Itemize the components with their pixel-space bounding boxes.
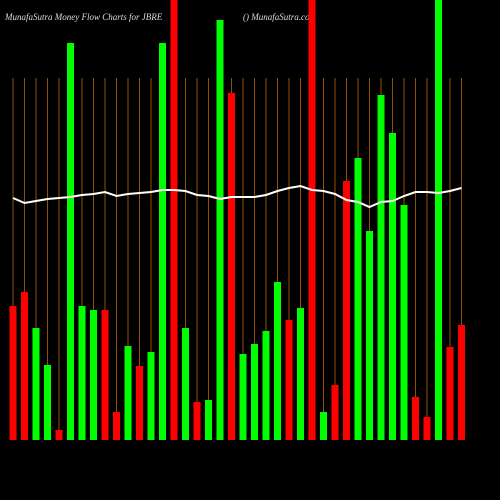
- bar: [239, 354, 247, 440]
- bar: [9, 306, 17, 440]
- bar: [389, 133, 396, 440]
- bar: [446, 347, 454, 440]
- bar: [366, 231, 373, 440]
- bar: [400, 205, 408, 440]
- bar: [101, 310, 109, 440]
- bar: [331, 385, 339, 440]
- bar: [170, 0, 178, 440]
- bar: [21, 292, 28, 440]
- bar: [193, 402, 201, 440]
- bar: [458, 325, 465, 440]
- bar: [435, 0, 442, 440]
- bar: [297, 308, 304, 440]
- bar: [147, 352, 155, 440]
- bar: [182, 328, 189, 440]
- bar: [423, 417, 431, 440]
- bar: [262, 331, 270, 440]
- bar: [343, 181, 350, 440]
- bar: [228, 93, 235, 440]
- bar: [159, 43, 166, 440]
- chart-title: MunafaSutra Money Flow Charts for JBRE: [4, 12, 163, 22]
- chart-subtitle: () MunafaSutra.com: [243, 12, 316, 22]
- bar: [354, 158, 362, 440]
- bar: [308, 0, 316, 440]
- money-flow-line: [12, 184, 462, 209]
- bar: [136, 366, 143, 440]
- bar: [78, 306, 86, 440]
- bar: [274, 282, 281, 440]
- bar: [124, 346, 132, 440]
- bar: [216, 20, 224, 440]
- bar: [113, 412, 120, 440]
- bar: [285, 320, 293, 440]
- bar: [44, 365, 51, 440]
- bar: [55, 430, 63, 440]
- bar: [377, 95, 385, 440]
- bar: [320, 412, 327, 440]
- bar: [205, 400, 212, 440]
- bar: [67, 43, 74, 440]
- bar: [412, 397, 419, 440]
- bar: [32, 328, 40, 440]
- bar: [251, 344, 258, 440]
- bar: [90, 310, 97, 440]
